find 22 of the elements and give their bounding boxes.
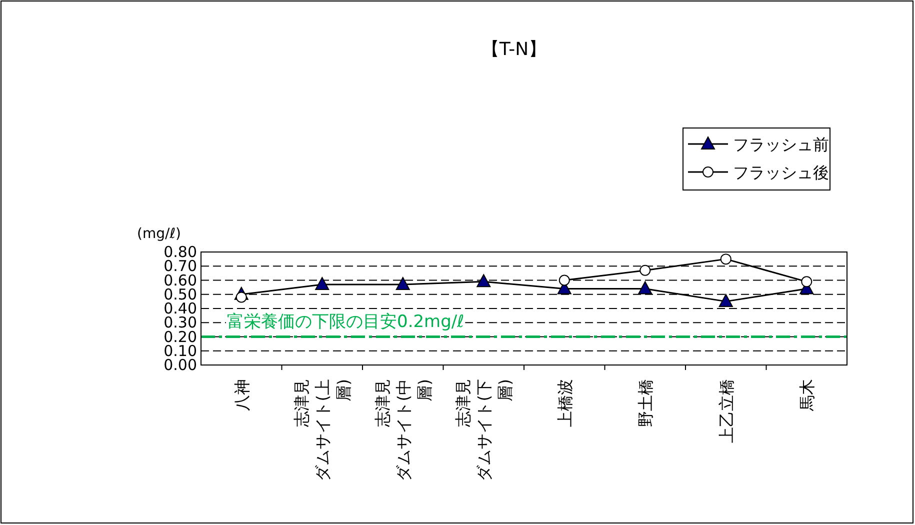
point [558, 274, 570, 286]
y-axis-title: (mg/ℓ) [137, 226, 181, 242]
legend-label: フラッシュ後 [733, 163, 829, 182]
point [720, 254, 732, 265]
chart-title: 【T-N】 [481, 39, 547, 60]
x-tick-label: 志津見ダムサイト(下層) [454, 379, 515, 482]
x-tick-label: 上乙立橋 [716, 379, 736, 443]
x-tick-label: 志津見ダムサイト(上層) [292, 379, 354, 482]
point [476, 274, 491, 288]
point [396, 276, 410, 290]
x-tick-label: 八神 [232, 379, 252, 411]
point [801, 276, 812, 288]
x-tick-label: 馬木 [798, 379, 817, 412]
point [638, 281, 652, 294]
ref-line-label: 富栄養価の下限の目安0.2mg/ℓ [227, 312, 464, 332]
point [640, 264, 651, 276]
x-tick-label: 上橋波 [555, 379, 574, 427]
legend-label: フラッシュ前 [733, 135, 829, 154]
point [315, 276, 330, 290]
point [718, 294, 733, 307]
x-tick-label: 野土橋 [636, 379, 656, 427]
x-tick-label: 志津見ダムサイト(中層) [372, 379, 434, 482]
